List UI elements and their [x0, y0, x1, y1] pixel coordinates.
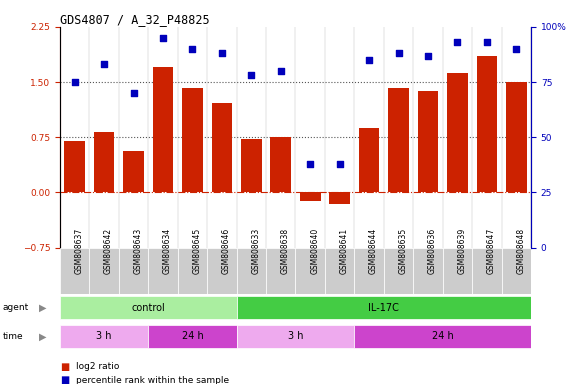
- Text: GSM808643: GSM808643: [134, 228, 143, 275]
- Text: GSM808644: GSM808644: [369, 228, 378, 275]
- Bar: [182, 88, 203, 192]
- Text: ▶: ▶: [39, 303, 46, 313]
- Text: percentile rank within the sample: percentile rank within the sample: [76, 376, 229, 384]
- Bar: [355, 248, 384, 294]
- Text: log2 ratio: log2 ratio: [76, 362, 119, 371]
- Bar: [506, 82, 526, 192]
- Text: GSM808642: GSM808642: [104, 228, 113, 275]
- Bar: [60, 324, 148, 348]
- Text: GSM808635: GSM808635: [399, 228, 408, 275]
- Text: GSM808637: GSM808637: [75, 228, 84, 275]
- Point: [188, 46, 197, 52]
- Text: ▶: ▶: [39, 331, 46, 341]
- Text: GSM808639: GSM808639: [457, 228, 467, 275]
- Bar: [477, 56, 497, 192]
- Point: [218, 50, 227, 56]
- Text: GSM808638: GSM808638: [281, 228, 289, 275]
- Bar: [148, 324, 236, 348]
- Text: 24 h: 24 h: [432, 331, 453, 341]
- Bar: [388, 88, 409, 192]
- Bar: [325, 248, 355, 294]
- Bar: [241, 139, 262, 192]
- Bar: [300, 192, 320, 201]
- Bar: [123, 151, 144, 192]
- Text: GSM808640: GSM808640: [310, 228, 319, 275]
- Bar: [329, 192, 350, 204]
- Bar: [119, 248, 148, 294]
- Text: time: time: [3, 332, 23, 341]
- Point: [424, 53, 433, 59]
- Point: [394, 50, 403, 56]
- Bar: [355, 324, 531, 348]
- Bar: [359, 128, 379, 192]
- Bar: [413, 248, 443, 294]
- Bar: [60, 296, 236, 319]
- Bar: [266, 248, 296, 294]
- Bar: [236, 296, 531, 319]
- Bar: [148, 248, 178, 294]
- Bar: [178, 248, 207, 294]
- Text: control: control: [131, 303, 165, 313]
- Point: [482, 39, 492, 45]
- Bar: [472, 248, 501, 294]
- Text: agent: agent: [3, 303, 29, 312]
- Bar: [207, 248, 236, 294]
- Bar: [501, 248, 531, 294]
- Text: GSM808647: GSM808647: [487, 228, 496, 275]
- Bar: [443, 248, 472, 294]
- Text: ■: ■: [60, 362, 69, 372]
- Bar: [236, 324, 355, 348]
- Text: GSM808648: GSM808648: [516, 228, 525, 275]
- Bar: [212, 103, 232, 192]
- Text: GSM808646: GSM808646: [222, 228, 231, 275]
- Bar: [417, 91, 439, 192]
- Point: [129, 90, 138, 96]
- Text: 24 h: 24 h: [182, 331, 203, 341]
- Point: [247, 73, 256, 79]
- Bar: [384, 248, 413, 294]
- Bar: [236, 248, 266, 294]
- Text: GSM808636: GSM808636: [428, 228, 437, 275]
- Bar: [271, 137, 291, 192]
- Text: GDS4807 / A_32_P48825: GDS4807 / A_32_P48825: [60, 13, 210, 26]
- Bar: [94, 132, 114, 192]
- Text: IL-17C: IL-17C: [368, 303, 399, 313]
- Text: ■: ■: [60, 375, 69, 384]
- Text: 3 h: 3 h: [96, 331, 112, 341]
- Bar: [90, 248, 119, 294]
- Point: [453, 39, 462, 45]
- Point: [158, 35, 167, 41]
- Bar: [152, 67, 174, 192]
- Point: [305, 161, 315, 167]
- Bar: [65, 141, 85, 192]
- Point: [70, 79, 79, 85]
- Point: [99, 61, 108, 68]
- Text: 3 h: 3 h: [288, 331, 303, 341]
- Bar: [447, 73, 468, 192]
- Text: GSM808633: GSM808633: [251, 228, 260, 275]
- Point: [335, 161, 344, 167]
- Point: [512, 46, 521, 52]
- Point: [276, 68, 286, 74]
- Text: GSM808645: GSM808645: [192, 228, 202, 275]
- Text: GSM808641: GSM808641: [340, 228, 349, 275]
- Bar: [60, 248, 90, 294]
- Point: [364, 57, 373, 63]
- Bar: [296, 248, 325, 294]
- Text: GSM808634: GSM808634: [163, 228, 172, 275]
